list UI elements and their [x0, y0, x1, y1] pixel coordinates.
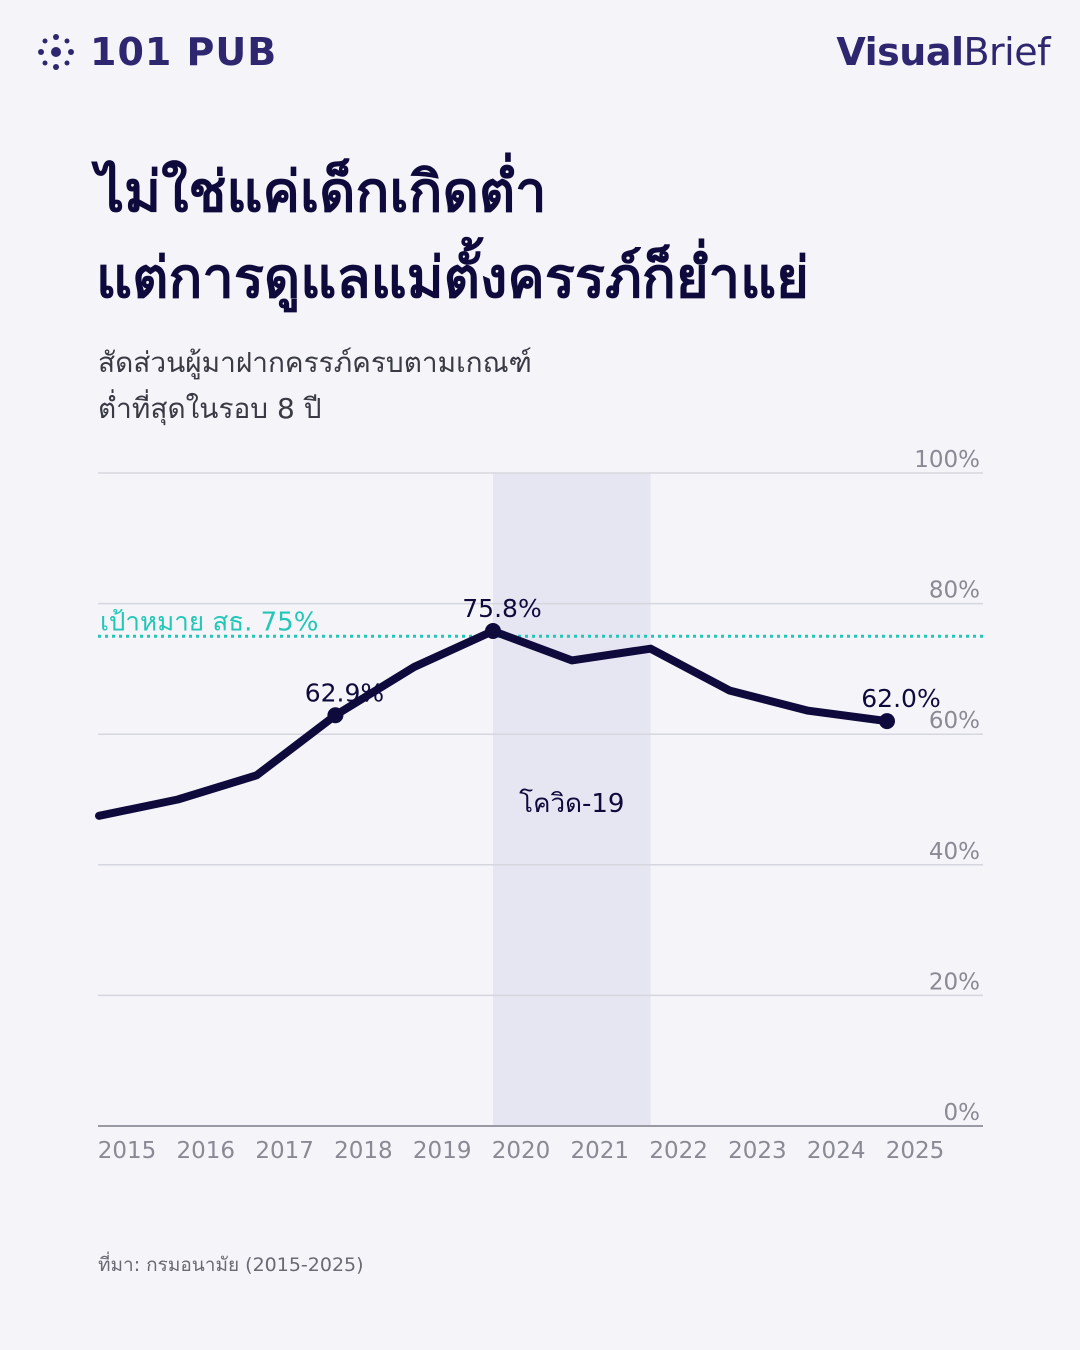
data-label: 62.0%: [861, 684, 940, 713]
x-tick-label: 2016: [177, 1138, 236, 1164]
y-tick-label: 40%: [929, 839, 980, 865]
title-line-1: ไม่ใช่แค่เด็กเกิดต่ำ: [96, 160, 547, 225]
y-tick-label: 20%: [929, 969, 980, 995]
subtitle-line-2: ต่ำที่สุดในรอบ 8 ปี: [98, 392, 322, 425]
y-tick-label: 100%: [914, 447, 980, 473]
data-point: [879, 713, 895, 730]
brand-logo-text: 101 PUB: [90, 30, 278, 74]
x-tick-label: 2022: [649, 1138, 708, 1164]
y-tick-label: 0%: [944, 1100, 981, 1126]
x-tick-label: 2024: [807, 1138, 866, 1164]
subtitle-line-1: สัดส่วนผู้มาฝากครรภ์ครบตามเกณฑ์: [98, 346, 532, 379]
line-chart: โควิด-19 0% 20% 40% 60% 80% 100% 2015 2016 2017 20…: [95, 447, 983, 1164]
x-tick-label: 2018: [334, 1138, 393, 1164]
y-tick-label: 60%: [929, 708, 980, 734]
chart-subtitle: สัดส่วนผู้มาฝากครรภ์ครบตามเกณฑ์ ต่ำที่สุ…: [98, 340, 798, 432]
page-title: ไม่ใช่แค่เด็กเกิดต่ำ แต่การดูแลแม่ตั้งคร…: [96, 150, 1036, 322]
x-tick-label: 2015: [98, 1138, 157, 1164]
data-label: 75.8%: [462, 594, 541, 623]
target-label: เป้าหมาย สธ. 75%: [100, 607, 318, 637]
x-tick-label: 2020: [492, 1138, 551, 1164]
x-tick-label: 2021: [571, 1138, 630, 1164]
visualbrief-logo: VisualBrief: [836, 30, 1050, 74]
covid-shaded-region: [493, 473, 651, 1126]
dots-logo-icon: [38, 34, 74, 70]
title-line-2: แต่การดูแลแม่ตั้งครรภ์ก็ย่ำแย่: [96, 246, 809, 311]
source-note: ที่มา: กรมอนามัย (2015-2025): [98, 1254, 364, 1276]
brand-logo: 101 PUB: [34, 30, 277, 74]
visualbrief-logo-light: Brief: [963, 30, 1050, 74]
data-label: 62.9%: [305, 678, 384, 707]
data-point: [485, 623, 501, 640]
x-tick-label: 2023: [728, 1138, 787, 1164]
covid-label: โควิด-19: [519, 788, 624, 819]
x-tick-label: 2025: [886, 1138, 945, 1164]
visualbrief-logo-bold: Visual: [836, 30, 964, 74]
y-tick-label: 80%: [929, 578, 980, 604]
x-tick-label: 2017: [255, 1138, 314, 1164]
data-point: [327, 707, 344, 724]
x-tick-label: 2019: [413, 1138, 472, 1164]
